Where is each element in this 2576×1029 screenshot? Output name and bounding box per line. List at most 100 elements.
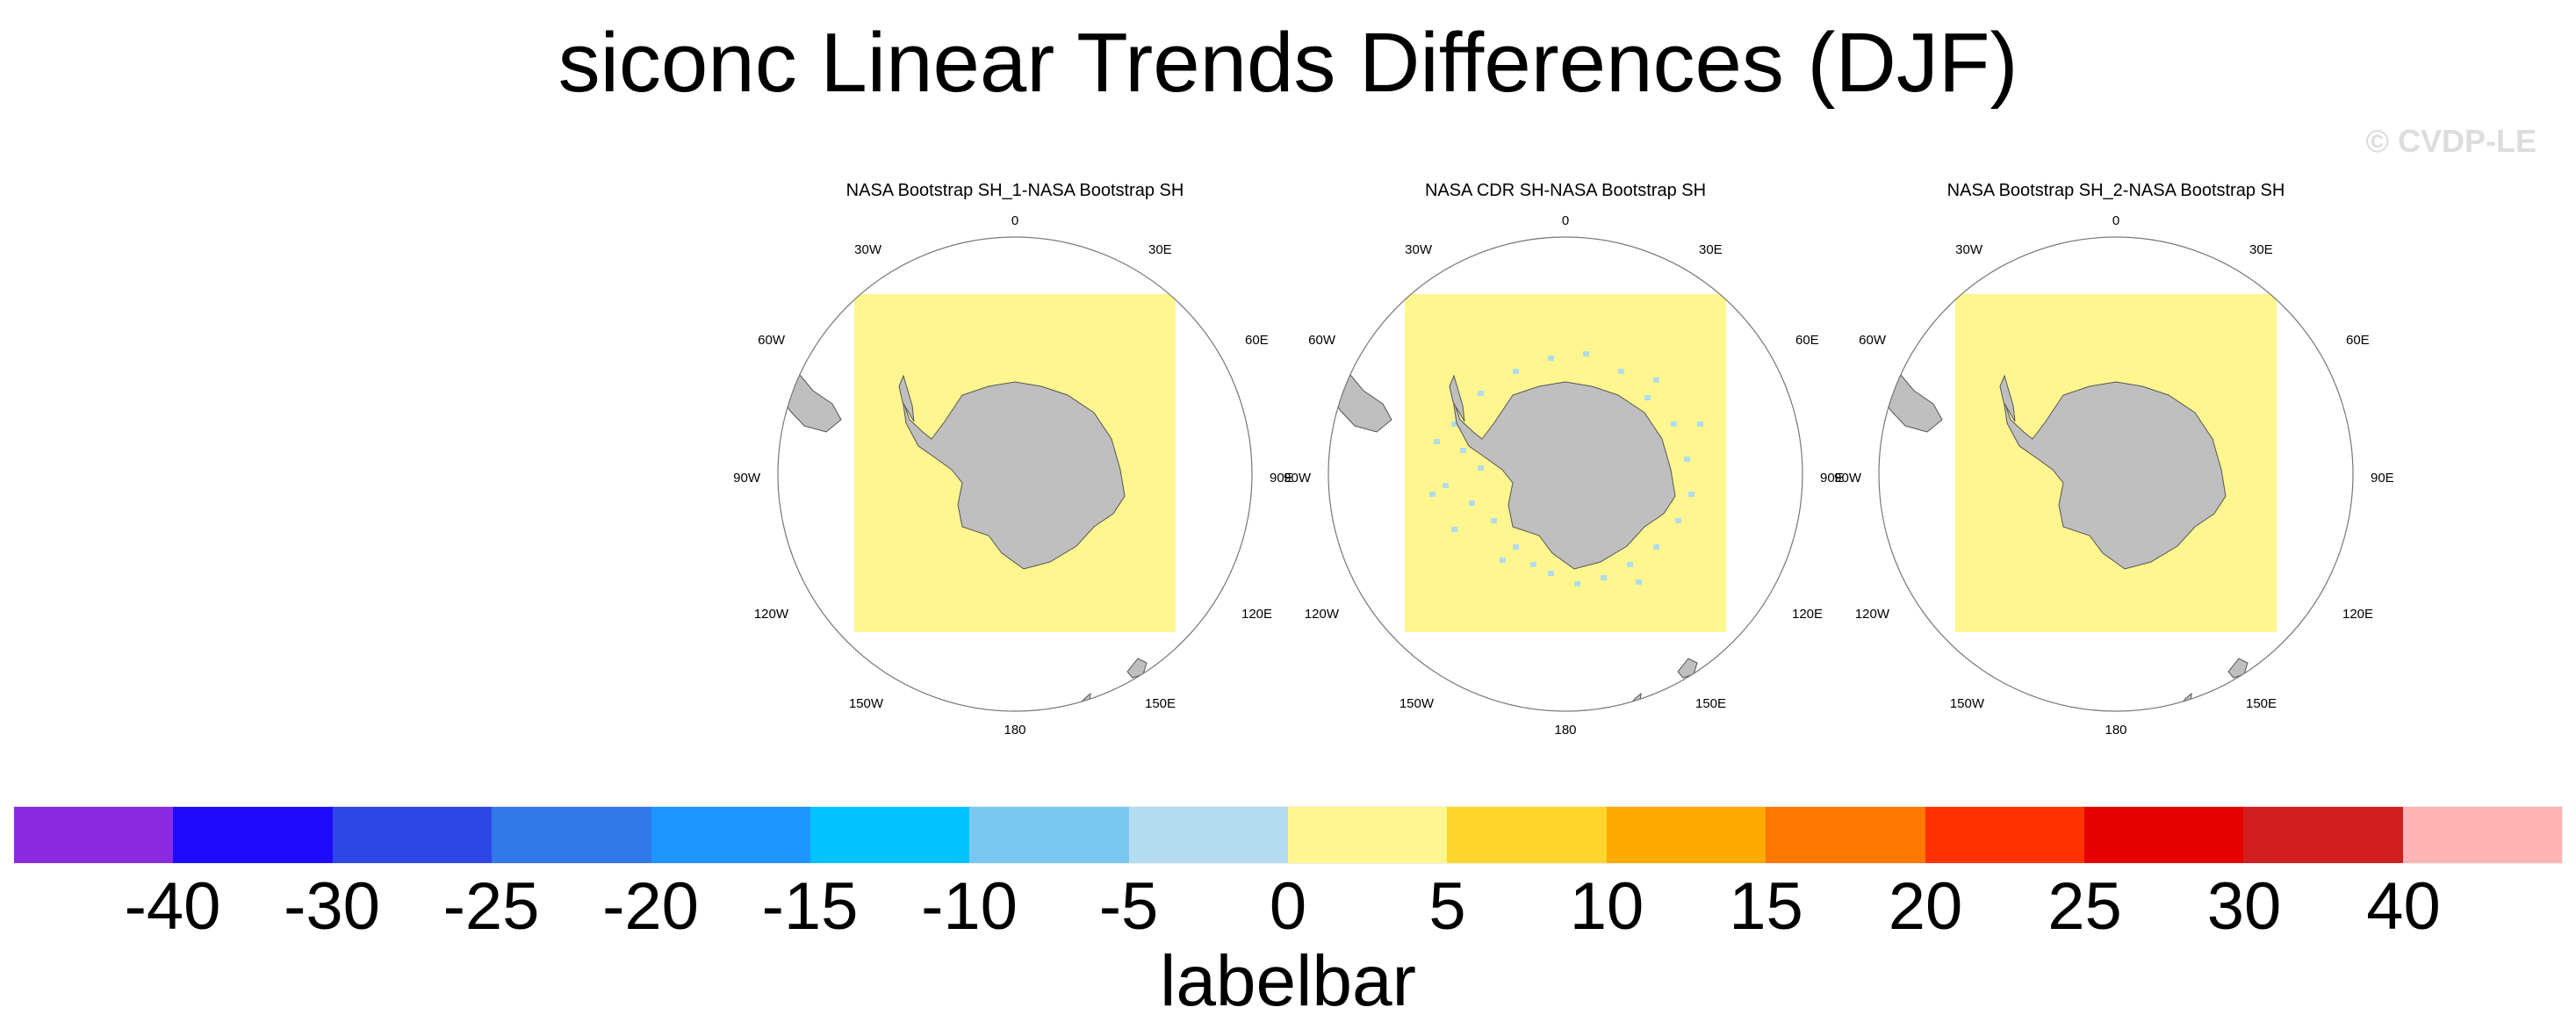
negative-trend-patch (1618, 369, 1624, 374)
negative-trend-patch (1434, 439, 1440, 444)
longitude-label: 90E (1270, 471, 1293, 486)
negative-trend-patch (1548, 356, 1554, 361)
colorbar-tick-labels: -40 -30 -25 -20 -15 -10 -5 0 5 10 15 20 25 30 40 (13, 867, 2563, 946)
colorbar-tick-label: -25 (443, 869, 540, 944)
map-content (778, 237, 1252, 711)
polar-map: 0 30E 60E 90E 120E 150E 180 150W 120W 90W 60W 30W (733, 213, 1293, 738)
negative-trend-patch (1675, 518, 1681, 523)
colorbar-tick-label: 20 (1888, 869, 1963, 944)
longitude-label: 180 (1004, 723, 1025, 738)
figure-title: siconc Linear Trends Differences (DJF) (558, 16, 2018, 110)
longitude-label: 180 (2105, 723, 2126, 738)
map-panel-1: NASA Bootstrap SH_1-NASA Bootstrap SH 0 3… (733, 176, 1293, 738)
longitude-label: 60E (1245, 333, 1269, 348)
colorbar-swatch (651, 807, 810, 863)
longitude-label: 90W (1284, 471, 1312, 486)
antarctic-peninsula-land (1999, 374, 2016, 422)
colorbar-tick-label: 30 (2206, 869, 2282, 944)
island-land (1677, 658, 1698, 679)
longitude-label: 180 (1554, 723, 1576, 738)
colorbar-swatch (2083, 807, 2244, 863)
negative-trend-patch (1653, 544, 1659, 550)
longitude-label: 30E (1699, 242, 1723, 257)
negative-trend-patch (1513, 544, 1519, 550)
longitude-label: 120E (1792, 607, 1823, 622)
negative-trend-patch (1583, 351, 1589, 356)
longitude-label: 60E (2346, 333, 2370, 348)
negative-trend-patch (1627, 562, 1633, 567)
longitude-label: 60W (758, 333, 786, 348)
negative-trend-patch (1491, 518, 1497, 523)
antarctica-land (2003, 381, 2227, 570)
map-panel-3: NASA Bootstrap SH_2-NASA Bootstrap SH 0 3… (1834, 176, 2394, 738)
panel-title: NASA CDR SH-NASA Bootstrap SH (1424, 181, 1707, 200)
negative-trend-patch (1429, 492, 1436, 497)
negative-trend-patch (1513, 369, 1519, 374)
longitude-label: 30W (854, 242, 882, 257)
negative-trend-patch (1636, 579, 1642, 585)
longitude-label: 0 (1011, 213, 1018, 228)
negative-trend-patch (1601, 575, 1607, 580)
negative-trend-patch (1469, 500, 1475, 506)
antarctic-peninsula-land (898, 374, 915, 422)
polar-map: 0 30E 60E 90E 120E 150E 180 150W 120W 90W 60W 30W (1284, 213, 1844, 738)
longitude-label: 60W (1859, 333, 1887, 348)
colorbar-swatch (14, 807, 174, 863)
colorbar (13, 806, 2563, 864)
colorbar-tick-label: -40 (124, 869, 221, 944)
colorbar-swatch (1288, 807, 1448, 863)
longitude-label: 150W (849, 696, 884, 711)
colorbar-tick-label: -10 (921, 869, 1018, 944)
colorbar-tick-label: 25 (2047, 869, 2122, 944)
colorbar-swatch (1447, 807, 1607, 863)
map-panel-2: NASA CDR SH-NASA Bootstrap SH 0 30E 60E 90E… (1284, 176, 1844, 738)
negative-trend-patch (1478, 465, 1484, 471)
longitude-label: 150E (1695, 696, 1726, 711)
negative-trend-patch (1644, 395, 1651, 400)
longitude-label: 150W (1950, 696, 1985, 711)
negative-trend-patch (1530, 562, 1536, 567)
colorbar-tick-label: 0 (1269, 869, 1307, 944)
colorbar-title: labelbar (1160, 941, 1416, 1021)
longitude-label: 60E (1795, 333, 1819, 348)
colorbar-swatch (1766, 807, 1925, 863)
colorbar-swatch (173, 807, 333, 863)
map-boundary (1878, 236, 2354, 712)
longitude-label: 90E (2371, 471, 2394, 486)
colorbar-swatch (1606, 807, 1767, 863)
island-land (2227, 658, 2249, 679)
colorbar-tick-label: 15 (1729, 869, 1803, 944)
longitude-label: 120W (1855, 607, 1890, 622)
negative-trend-patch (1574, 581, 1580, 586)
longitude-label: 90E (1820, 471, 1844, 486)
antarctica-land (1452, 381, 1676, 570)
negative-trend-patch (1671, 421, 1677, 427)
island-land (1126, 658, 1148, 679)
longitude-label: 30W (1955, 242, 1983, 257)
longitude-label: 150E (2246, 696, 2277, 711)
longitude-label: 120W (754, 607, 789, 622)
colorbar-tick-label: -5 (1098, 869, 1159, 944)
colorbar-swatch (1925, 807, 2084, 863)
longitude-label: 30W (1405, 242, 1433, 257)
colorbar-swatch (492, 807, 651, 863)
longitude-label: 0 (1562, 213, 1569, 228)
longitude-label: 30E (1148, 242, 1172, 257)
negative-trend-patch (1443, 483, 1449, 488)
negative-trend-patch (1451, 527, 1457, 532)
negative-trend-patch (1478, 391, 1484, 396)
negative-trend-patch (1548, 571, 1554, 576)
map-content (1879, 237, 2353, 711)
longitude-label: 120W (1305, 607, 1340, 622)
longitude-label: 120E (1241, 607, 1272, 622)
antarctica-land (902, 381, 1126, 570)
polar-map: 0 30E 60E 90E 120E 150E 180 150W 120W 90W 60W 30W (1834, 213, 2394, 738)
colorbar-tick-label: -15 (761, 869, 859, 944)
longitude-label: 60W (1308, 333, 1336, 348)
colorbar-swatch (1128, 807, 1288, 863)
colorbar-swatch (809, 807, 970, 863)
longitude-label: 150E (1145, 696, 1176, 711)
colorbar-swatch (332, 807, 493, 863)
colorbar-tick-label: -20 (602, 869, 699, 944)
longitude-label: 0 (2112, 213, 2119, 228)
